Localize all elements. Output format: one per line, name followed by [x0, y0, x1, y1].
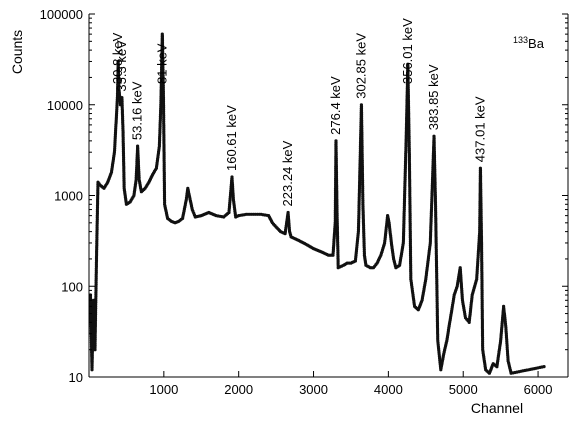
- y-tick-label: 100: [61, 279, 83, 294]
- tick-marks: 10 100 1000 10000 100000 1000 2000 3000 4000 5000…: [40, 7, 568, 397]
- x-tick-label: 5000: [449, 382, 478, 397]
- x-tick-label: 3000: [299, 382, 328, 397]
- y-tick-label: 100000: [40, 7, 83, 22]
- isotope-label: 133Ba: [513, 35, 545, 51]
- y-axis-label: Counts: [9, 30, 25, 74]
- peak-label: 383.85 keV: [426, 64, 441, 130]
- peak-label: 53.16 keV: [130, 81, 145, 140]
- isotope-element: Ba: [528, 36, 545, 51]
- isotope-mass-number: 133: [513, 35, 528, 45]
- spectrum-point: [542, 365, 546, 369]
- x-tick-label: 6000: [524, 382, 553, 397]
- peak-label: 437.01 keV: [472, 96, 487, 162]
- spectrum-series: [88, 32, 546, 375]
- x-tick-label: 4000: [374, 382, 403, 397]
- x-axis-label: Channel: [471, 400, 523, 416]
- x-tick-label: 1000: [149, 382, 178, 397]
- peak-label: 81 keV: [154, 43, 169, 84]
- y-tick-label: 10000: [47, 98, 83, 113]
- x-tick-label: 2000: [224, 382, 253, 397]
- peak-label: 30.8 keV: [110, 32, 125, 84]
- peak-label: 35.3 keV: [114, 40, 129, 92]
- peak-label: 276.4 keV: [328, 76, 343, 135]
- peak-label: 356.01 keV: [400, 18, 415, 84]
- peak-label: 160.61 keV: [224, 105, 239, 171]
- peak-label: 302.85 keV: [353, 33, 368, 99]
- y-tick-label: 1000: [54, 189, 83, 204]
- peak-label: 223.24 keV: [280, 140, 295, 206]
- y-tick-label: 10: [69, 370, 83, 385]
